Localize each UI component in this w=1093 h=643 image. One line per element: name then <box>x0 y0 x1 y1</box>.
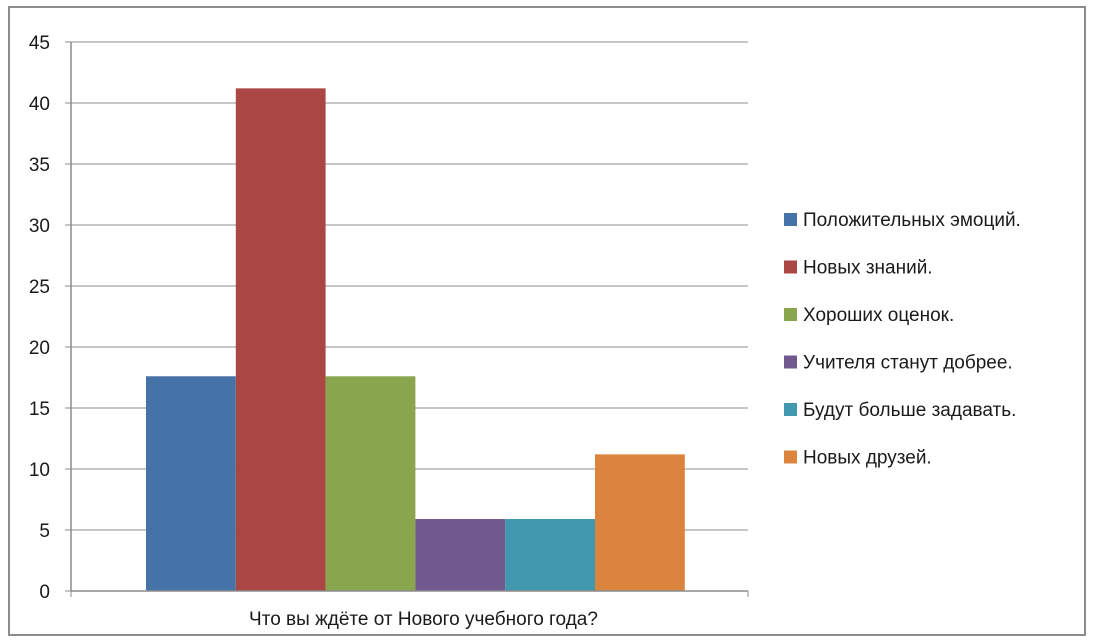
legend-swatch <box>784 450 797 464</box>
y-tick-label: 10 <box>29 460 50 481</box>
y-tick-label: 40 <box>29 94 50 115</box>
bar-series-4 <box>505 519 595 591</box>
y-tick-labels: 0 5 10 15 20 25 30 35 40 45 <box>29 33 50 603</box>
legend-swatch <box>784 213 797 226</box>
legend-swatch <box>784 355 797 369</box>
bar-series-2 <box>325 376 416 591</box>
legend: Положительных эмоций. Новых знаний. Хороши… <box>784 210 1021 469</box>
y-tick-label: 45 <box>29 33 50 54</box>
bar-series-0 <box>146 376 236 591</box>
legend-swatch <box>784 260 797 274</box>
bar-series-1 <box>235 88 326 592</box>
y-tick-label: 30 <box>29 216 50 237</box>
y-tick-label: 5 <box>39 521 50 542</box>
y-tick-label: 25 <box>29 277 50 298</box>
legend-swatch <box>784 308 797 321</box>
legend-label: Положительных эмоций. <box>803 210 1021 231</box>
legend-label: Учителя станут добрее. <box>803 353 1013 374</box>
legend-label: Будут больше задавать. <box>803 400 1016 421</box>
legend-label: Новых знаний. <box>803 258 933 279</box>
bar-series-3 <box>415 519 506 591</box>
y-tick-label: 0 <box>39 582 50 603</box>
axes <box>65 41 749 597</box>
chart-svg: 0 5 10 15 20 25 30 35 40 45 Что вы ждёте от Новог… <box>29 33 1021 630</box>
chart-frame: 0 5 10 15 20 25 30 35 40 45 Что вы ждёте от Новог… <box>8 6 1086 636</box>
legend-label: Хороших оценок. <box>803 305 954 326</box>
bars <box>146 88 685 592</box>
legend-label: Новых друзей. <box>803 448 932 469</box>
category-labels: Что вы ждёте от Нового учебного года? <box>249 609 598 630</box>
x-category-label: Что вы ждёте от Нового учебного года? <box>249 609 598 630</box>
legend-swatch <box>784 403 797 416</box>
y-tick-label: 20 <box>29 338 50 359</box>
bar-series-5 <box>595 454 685 591</box>
y-tick-label: 35 <box>29 155 50 176</box>
y-tick-label: 15 <box>29 399 50 420</box>
